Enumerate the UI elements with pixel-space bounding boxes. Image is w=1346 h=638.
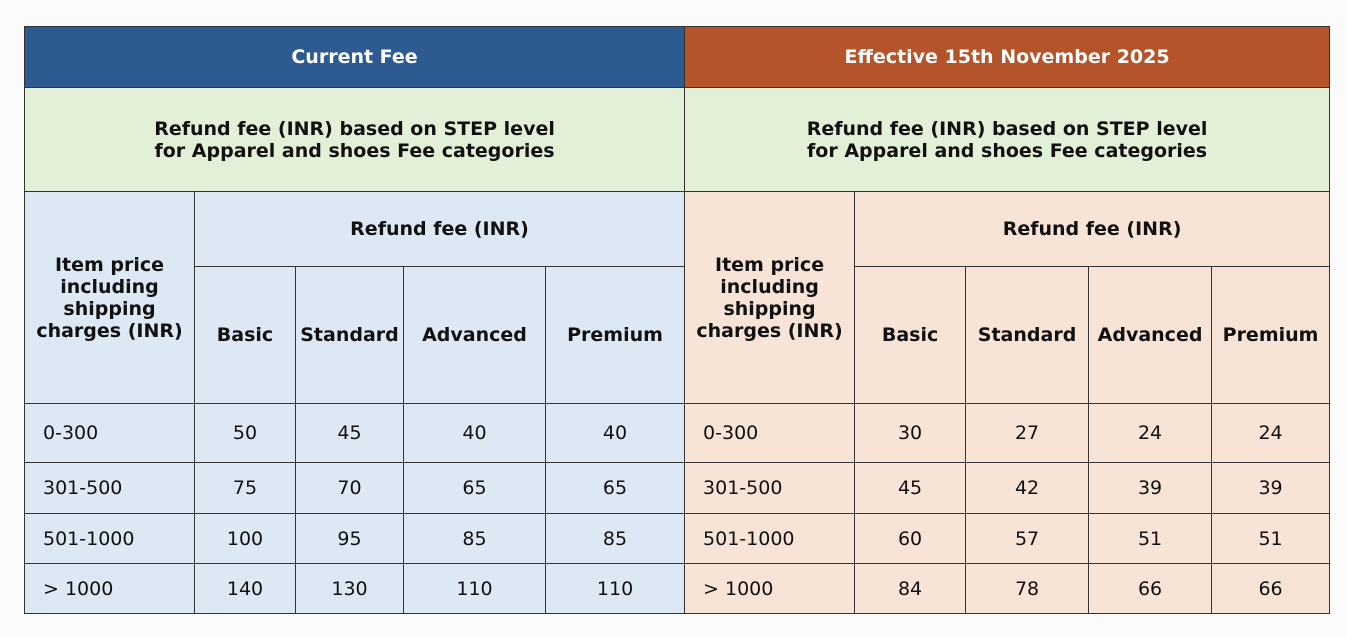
- price-range: 0-300: [24, 403, 195, 463]
- fee-value: 78: [965, 563, 1090, 614]
- fee-header: Refund fee (INR): [193, 191, 686, 267]
- fee-value: 84: [854, 563, 967, 614]
- fee-value: 27: [965, 403, 1090, 463]
- price-header-line: Item price: [54, 253, 165, 276]
- fee-value: 40: [544, 403, 686, 463]
- section-title: Current Fee: [23, 26, 686, 88]
- fee-table: Current Fee Effective 15th November 2025 R…: [23, 26, 1331, 614]
- price-range: 501-1000: [684, 513, 856, 564]
- fee-value: 51: [1211, 513, 1331, 564]
- fee-value: 100: [194, 513, 296, 564]
- subtitle-line: for Apparel and shoes Fee categories: [807, 139, 1208, 162]
- subtitle-line: for Apparel and shoes Fee categories: [154, 139, 555, 162]
- price-header-line: including: [720, 275, 819, 298]
- level-header: Basic: [854, 266, 967, 404]
- price-header-line: including: [60, 275, 159, 298]
- fee-value: 39: [1211, 462, 1331, 514]
- price-header-line: shipping: [63, 297, 156, 320]
- price-range: 301-500: [24, 462, 195, 514]
- fee-value: 24: [1088, 403, 1213, 463]
- fee-value: 45: [854, 462, 967, 514]
- fee-value: 85: [544, 513, 686, 564]
- section-title: Effective 15th November 2025: [684, 26, 1331, 88]
- price-header-line: shipping: [723, 297, 816, 320]
- fee-value: 130: [295, 563, 404, 614]
- level-header: Standard: [295, 266, 404, 404]
- fee-value: 45: [295, 403, 404, 463]
- fee-value: 57: [965, 513, 1090, 564]
- fee-value: 140: [194, 563, 296, 614]
- price-header-line: charges (INR): [36, 319, 183, 342]
- subtitle-line: Refund fee (INR) based on STEP level: [806, 117, 1208, 140]
- fee-header: Refund fee (INR): [854, 191, 1331, 267]
- fee-value: 42: [965, 462, 1090, 514]
- fee-value: 110: [544, 563, 686, 614]
- fee-value: 95: [295, 513, 404, 564]
- section-subtitle: Refund fee (INR) based on STEP level for …: [23, 87, 686, 192]
- level-header: Advanced: [1088, 266, 1213, 404]
- section-subtitle: Refund fee (INR) based on STEP level for …: [684, 87, 1331, 192]
- price-header: Item price including shipping charges (INR): [684, 191, 856, 404]
- level-header: Advanced: [403, 266, 546, 404]
- fee-value: 60: [854, 513, 967, 564]
- fee-value: 66: [1211, 563, 1331, 614]
- price-header-line: Item price: [715, 253, 825, 276]
- price-header: Item price including shipping charges (INR): [24, 191, 195, 404]
- price-range: > 1000: [24, 563, 195, 614]
- level-header: Standard: [965, 266, 1090, 404]
- fee-value: 50: [194, 403, 296, 463]
- fee-value: 66: [1088, 563, 1213, 614]
- price-range: 0-300: [684, 403, 856, 463]
- fee-value: 110: [403, 563, 546, 614]
- fee-value: 40: [403, 403, 546, 463]
- level-header: Premium: [1211, 266, 1331, 404]
- fee-value: 85: [403, 513, 546, 564]
- fee-value: 75: [194, 462, 296, 514]
- fee-value: 65: [403, 462, 546, 514]
- price-range: 301-500: [684, 462, 856, 514]
- fee-value: 51: [1088, 513, 1213, 564]
- fee-value: 30: [854, 403, 967, 463]
- fee-value: 70: [295, 462, 404, 514]
- price-range: 501-1000: [24, 513, 195, 564]
- fee-value: 39: [1088, 462, 1213, 514]
- price-header-line: charges (INR): [696, 319, 843, 342]
- level-header: Premium: [544, 266, 686, 404]
- subtitle-line: Refund fee (INR) based on STEP level: [154, 117, 555, 140]
- level-header: Basic: [194, 266, 296, 404]
- fee-value: 65: [544, 462, 686, 514]
- fee-value: 24: [1211, 403, 1331, 463]
- price-range: > 1000: [684, 563, 856, 614]
